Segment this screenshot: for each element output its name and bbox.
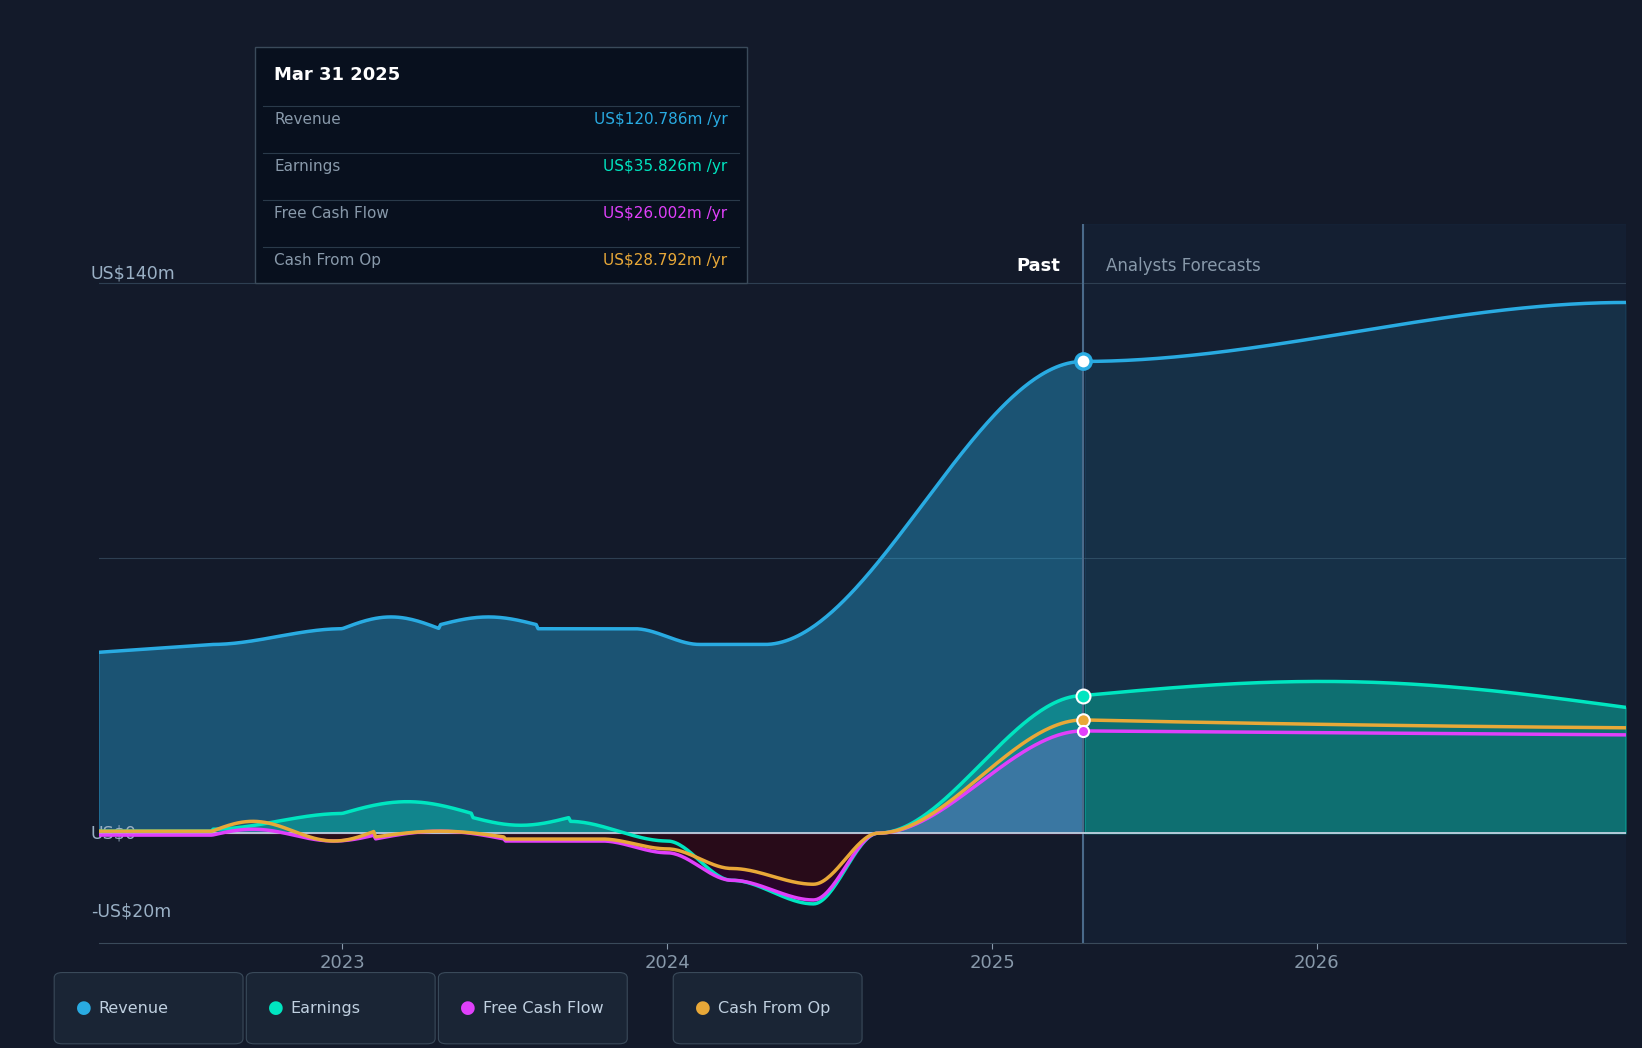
Text: Revenue: Revenue [274,112,342,127]
Text: ●: ● [695,999,711,1018]
Text: Revenue: Revenue [99,1001,169,1016]
Text: Free Cash Flow: Free Cash Flow [483,1001,603,1016]
Text: ●: ● [268,999,284,1018]
Text: US$140m: US$140m [90,265,176,283]
Text: Free Cash Flow: Free Cash Flow [274,206,389,221]
Text: US$35.826m /yr: US$35.826m /yr [603,159,727,174]
Text: US$120.786m /yr: US$120.786m /yr [594,112,727,127]
Text: US$28.792m /yr: US$28.792m /yr [603,254,727,268]
Text: Analysts Forecasts: Analysts Forecasts [1105,257,1261,275]
Bar [1084,224,1626,943]
Text: Cash From Op: Cash From Op [718,1001,829,1016]
Text: Earnings: Earnings [291,1001,361,1016]
Text: US$0: US$0 [90,824,136,843]
Text: US$26.002m /yr: US$26.002m /yr [603,206,727,221]
Text: Earnings: Earnings [274,159,340,174]
Text: Past: Past [1016,257,1061,275]
Text: Mar 31 2025: Mar 31 2025 [274,66,401,84]
Text: ●: ● [76,999,92,1018]
Text: Cash From Op: Cash From Op [274,254,381,268]
Text: -US$20m: -US$20m [90,902,171,921]
Text: ●: ● [460,999,476,1018]
